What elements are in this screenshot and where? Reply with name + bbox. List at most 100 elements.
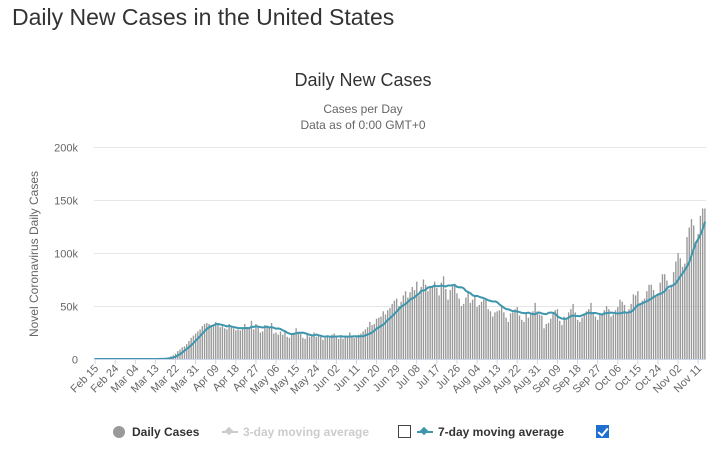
daily-case-bar <box>594 316 597 359</box>
daily-case-bar <box>507 321 510 359</box>
daily-case-bar <box>576 319 579 359</box>
daily-case-bar <box>199 329 201 359</box>
daily-case-bar <box>295 328 297 359</box>
daily-case-bar <box>480 301 483 359</box>
daily-case-bar <box>621 301 623 359</box>
daily-case-bar <box>661 274 664 359</box>
daily-case-bar <box>563 316 565 359</box>
daily-case-bar <box>509 313 512 359</box>
daily-case-bar <box>422 279 425 359</box>
daily-case-bar <box>317 335 320 359</box>
daily-case-bar <box>342 338 344 359</box>
daily-case-bar <box>228 324 230 359</box>
daily-case-bar <box>523 321 525 359</box>
daily-case-bar <box>349 332 351 359</box>
daily-case-bar <box>581 317 583 359</box>
daily-case-bar <box>440 282 443 359</box>
daily-case-bar <box>424 284 427 359</box>
daily-case-bar <box>237 329 239 359</box>
seven-day-average-line <box>94 221 706 360</box>
daily-case-bar <box>259 332 262 359</box>
daily-case-bar <box>646 291 648 359</box>
y-axis-title: Novel Coronavirus Daily Cases <box>27 171 41 337</box>
daily-case-bar <box>639 302 641 359</box>
chart-subtitle-line-2: Data as of 0:00 GMT+0 <box>300 118 425 132</box>
daily-case-bar <box>485 298 487 359</box>
daily-case-bar <box>585 311 588 359</box>
y-tick-label: 150k <box>54 196 78 208</box>
daily-case-bar <box>387 310 389 359</box>
daily-case-bar <box>547 322 550 359</box>
daily-case-bar <box>362 331 364 359</box>
daily-case-bar <box>416 281 418 359</box>
daily-case-bar <box>333 333 335 359</box>
checkmark-icon <box>597 425 609 437</box>
daily-case-bar <box>630 303 632 359</box>
daily-case-bar <box>219 327 221 359</box>
daily-case-bar <box>279 331 282 359</box>
legend-line-marker-icon <box>222 426 238 438</box>
daily-case-bar <box>239 330 241 359</box>
daily-case-bar <box>677 253 679 359</box>
y-tick-label: 0 <box>72 355 78 367</box>
daily-case-bar <box>462 303 465 359</box>
checkbox-7-day-average[interactable] <box>596 425 609 438</box>
daily-case-bar <box>400 301 402 359</box>
daily-case-bar <box>648 284 650 359</box>
daily-case-bar <box>331 334 333 359</box>
daily-case-bar <box>583 314 585 359</box>
daily-cases-bars <box>154 208 706 359</box>
daily-case-bar <box>663 274 666 359</box>
daily-case-bar <box>335 335 338 359</box>
gridlines <box>94 147 706 360</box>
daily-case-bar <box>670 284 673 359</box>
daily-case-bar <box>206 322 208 359</box>
daily-case-bar <box>601 315 603 359</box>
daily-case-bar <box>215 321 217 359</box>
daily-case-bar <box>326 335 329 359</box>
daily-case-bar <box>357 334 360 359</box>
daily-case-bar <box>404 291 407 359</box>
daily-case-bar <box>197 331 199 359</box>
daily-case-bar <box>684 263 686 359</box>
daily-case-bar <box>382 311 384 359</box>
daily-case-bar <box>235 330 237 359</box>
daily-case-bar <box>449 290 451 359</box>
daily-case-bar <box>619 299 621 359</box>
daily-case-bar <box>701 208 704 359</box>
daily-case-bar <box>686 237 688 359</box>
daily-case-bar <box>436 287 438 359</box>
legend-item-3-day-average[interactable]: 3-day moving average <box>222 420 369 444</box>
daily-case-bar <box>518 315 521 359</box>
daily-case-bar <box>565 318 568 359</box>
daily-case-bar <box>643 298 646 359</box>
daily-case-bar <box>458 298 460 359</box>
daily-case-bar <box>320 336 322 359</box>
daily-case-bar <box>427 291 429 359</box>
daily-case-bar <box>273 333 275 359</box>
daily-case-bar <box>346 336 349 359</box>
y-tick-label: 100k <box>54 249 78 261</box>
daily-case-bar <box>503 312 505 359</box>
daily-case-bar <box>570 309 572 359</box>
daily-case-bar <box>545 324 547 359</box>
daily-case-bar <box>525 312 527 359</box>
daily-case-bar <box>293 333 295 359</box>
legend-item-7-day-average[interactable]: 7-day moving average <box>417 420 564 444</box>
daily-case-bar <box>324 337 326 359</box>
legend-line-marker-icon <box>417 426 433 438</box>
daily-case-bar <box>514 309 516 359</box>
daily-case-bar <box>351 335 353 359</box>
daily-case-bar <box>628 309 630 359</box>
daily-case-bar <box>541 315 543 359</box>
legend-item-daily-cases[interactable]: Daily Cases <box>113 420 199 444</box>
daily-case-bar <box>322 339 324 359</box>
daily-case-bar <box>447 299 449 359</box>
daily-case-bar <box>407 297 409 359</box>
daily-case-bar <box>474 296 476 359</box>
daily-case-bar <box>217 324 219 359</box>
daily-case-bar <box>223 328 226 359</box>
daily-case-bar <box>505 317 507 359</box>
checkbox-3-day-average[interactable] <box>398 425 411 438</box>
daily-case-bar <box>288 337 291 359</box>
